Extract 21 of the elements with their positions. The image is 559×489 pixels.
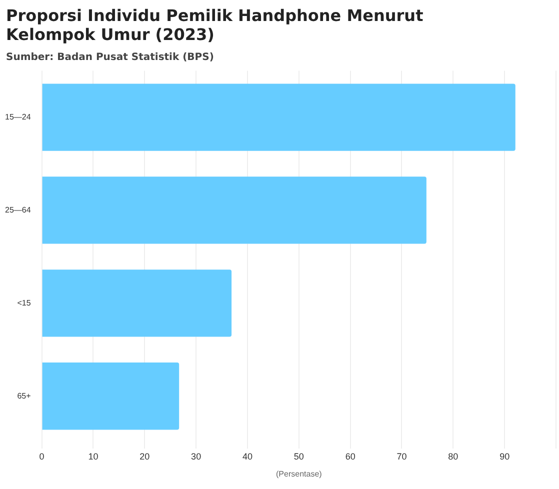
bar <box>42 270 232 337</box>
y-tick-label: 65+ <box>17 391 32 400</box>
x-tick-label: 10 <box>88 451 98 462</box>
x-axis-title: (Persentase) <box>276 469 322 478</box>
bar <box>42 84 516 151</box>
x-tick-label: 80 <box>448 451 458 462</box>
x-tick-label: 50 <box>294 451 304 462</box>
y-tick-label: <15 <box>17 298 32 308</box>
x-tick-label: 60 <box>345 451 356 462</box>
bar <box>42 362 180 430</box>
x-tick-label: 40 <box>242 451 252 462</box>
x-tick-label: 90 <box>500 451 510 462</box>
y-tick-label: 25—64 <box>5 205 32 214</box>
x-tick-label: 0 <box>39 451 44 462</box>
x-tick-label: 20 <box>140 451 150 462</box>
chart-subtitle: Sumber: Badan Pusat Statistik (BPS) <box>6 52 215 63</box>
x-tick-label: 70 <box>396 451 407 462</box>
chart-title: Proporsi Individu Pemilik Handphone Menurut Kelompok Umur (2023) <box>6 6 424 44</box>
bar <box>42 176 426 244</box>
x-tick-label: 30 <box>191 451 202 462</box>
y-tick-label: 15—24 <box>5 112 32 122</box>
